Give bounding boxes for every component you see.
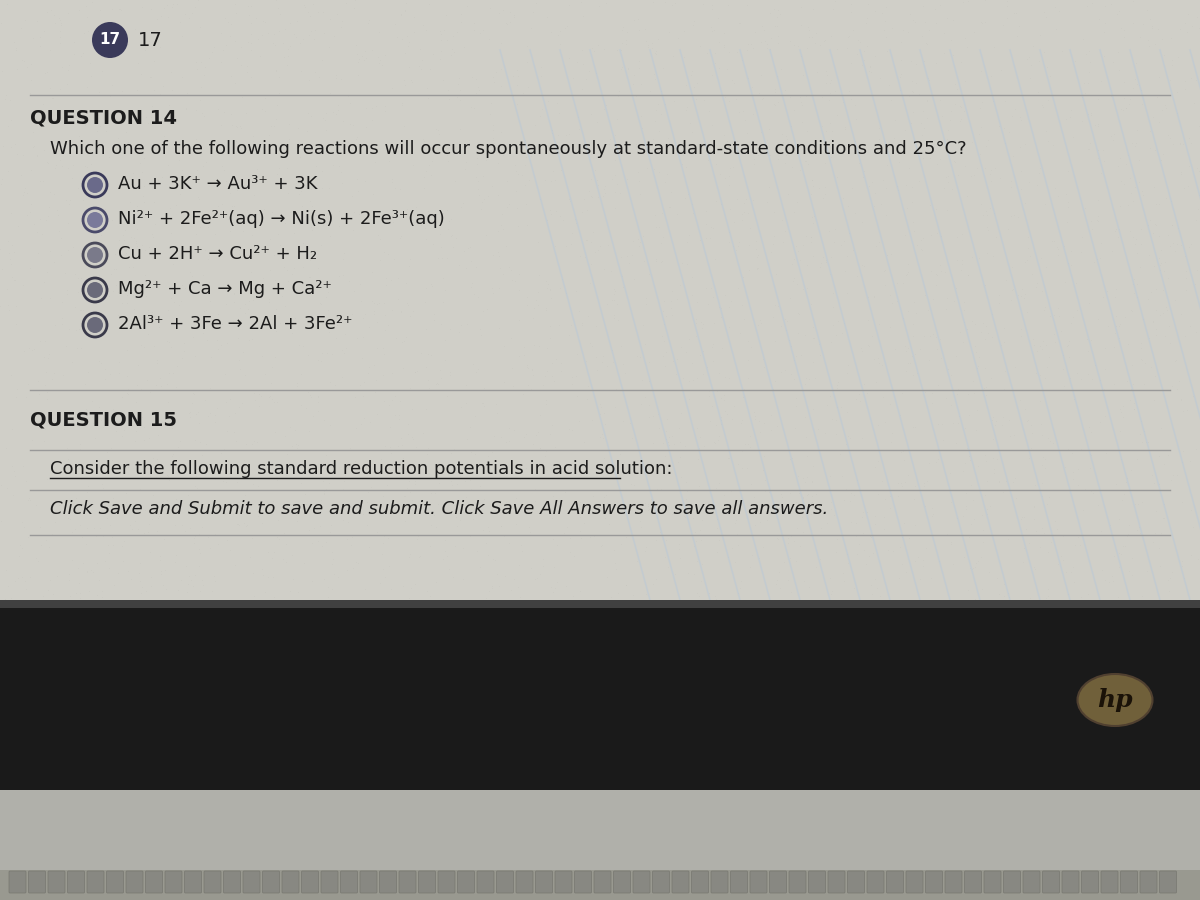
Text: Which one of the following reactions will occur spontaneously at standard-state : Which one of the following reactions wil… [50, 140, 967, 158]
FancyBboxPatch shape [419, 871, 436, 893]
FancyBboxPatch shape [984, 871, 1001, 893]
FancyBboxPatch shape [0, 600, 1200, 790]
FancyBboxPatch shape [223, 871, 240, 893]
FancyBboxPatch shape [398, 871, 416, 893]
FancyBboxPatch shape [653, 871, 670, 893]
FancyBboxPatch shape [0, 600, 1200, 608]
Circle shape [88, 282, 103, 298]
FancyBboxPatch shape [0, 870, 1200, 900]
FancyBboxPatch shape [438, 871, 455, 893]
FancyBboxPatch shape [710, 871, 728, 893]
FancyBboxPatch shape [516, 871, 533, 893]
FancyBboxPatch shape [946, 871, 962, 893]
FancyBboxPatch shape [282, 871, 299, 893]
FancyBboxPatch shape [204, 871, 221, 893]
Text: 2Al³⁺ + 3Fe → 2Al + 3Fe²⁺: 2Al³⁺ + 3Fe → 2Al + 3Fe²⁺ [118, 315, 353, 333]
FancyBboxPatch shape [691, 871, 708, 893]
Text: Mg²⁺ + Ca → Mg + Ca²⁺: Mg²⁺ + Ca → Mg + Ca²⁺ [118, 280, 332, 298]
FancyBboxPatch shape [107, 871, 124, 893]
FancyBboxPatch shape [1102, 871, 1118, 893]
Text: QUESTION 14: QUESTION 14 [30, 108, 178, 127]
FancyBboxPatch shape [1140, 871, 1157, 893]
FancyBboxPatch shape [965, 871, 982, 893]
FancyBboxPatch shape [301, 871, 318, 893]
FancyBboxPatch shape [1003, 871, 1020, 893]
FancyBboxPatch shape [29, 871, 46, 893]
FancyBboxPatch shape [925, 871, 942, 893]
FancyBboxPatch shape [887, 871, 904, 893]
Text: Click Save and Submit to save and submit. Click Save All Answers to save all ans: Click Save and Submit to save and submit… [50, 500, 828, 518]
FancyBboxPatch shape [750, 871, 767, 893]
FancyBboxPatch shape [1159, 871, 1176, 893]
Text: hp: hp [1097, 688, 1133, 712]
FancyBboxPatch shape [828, 871, 845, 893]
FancyBboxPatch shape [809, 871, 826, 893]
Circle shape [88, 177, 103, 193]
FancyBboxPatch shape [866, 871, 884, 893]
Circle shape [92, 22, 128, 58]
FancyBboxPatch shape [185, 871, 202, 893]
FancyBboxPatch shape [1081, 871, 1098, 893]
FancyBboxPatch shape [322, 871, 338, 893]
FancyBboxPatch shape [672, 871, 689, 893]
Ellipse shape [1078, 674, 1152, 726]
FancyBboxPatch shape [145, 871, 162, 893]
Text: Ni²⁺ + 2Fe²⁺(aq) → Ni(s) + 2Fe³⁺(aq): Ni²⁺ + 2Fe²⁺(aq) → Ni(s) + 2Fe³⁺(aq) [118, 210, 445, 228]
FancyBboxPatch shape [457, 871, 474, 893]
Text: Cu + 2H⁺ → Cu²⁺ + H₂: Cu + 2H⁺ → Cu²⁺ + H₂ [118, 245, 317, 263]
FancyBboxPatch shape [535, 871, 552, 893]
FancyBboxPatch shape [0, 790, 1200, 900]
FancyBboxPatch shape [88, 871, 104, 893]
FancyBboxPatch shape [1121, 871, 1138, 893]
FancyBboxPatch shape [906, 871, 923, 893]
Text: 17: 17 [138, 31, 163, 50]
FancyBboxPatch shape [10, 871, 26, 893]
FancyBboxPatch shape [1043, 871, 1060, 893]
Circle shape [88, 212, 103, 228]
FancyBboxPatch shape [0, 0, 1200, 600]
FancyBboxPatch shape [634, 871, 650, 893]
FancyBboxPatch shape [790, 871, 806, 893]
FancyBboxPatch shape [847, 871, 864, 893]
Circle shape [88, 317, 103, 333]
FancyBboxPatch shape [1022, 871, 1040, 893]
FancyBboxPatch shape [497, 871, 514, 893]
FancyBboxPatch shape [731, 871, 748, 893]
FancyBboxPatch shape [594, 871, 611, 893]
FancyBboxPatch shape [67, 871, 84, 893]
FancyBboxPatch shape [478, 871, 494, 893]
Text: Au + 3K⁺ → Au³⁺ + 3K: Au + 3K⁺ → Au³⁺ + 3K [118, 175, 318, 193]
FancyBboxPatch shape [360, 871, 377, 893]
FancyBboxPatch shape [48, 871, 65, 893]
FancyBboxPatch shape [575, 871, 592, 893]
Text: Consider the following standard reduction potentials in acid solution:: Consider the following standard reductio… [50, 460, 672, 478]
FancyBboxPatch shape [613, 871, 630, 893]
FancyBboxPatch shape [126, 871, 143, 893]
FancyBboxPatch shape [166, 871, 182, 893]
FancyBboxPatch shape [263, 871, 280, 893]
FancyBboxPatch shape [769, 871, 786, 893]
FancyBboxPatch shape [341, 871, 358, 893]
FancyBboxPatch shape [242, 871, 260, 893]
FancyBboxPatch shape [379, 871, 396, 893]
Circle shape [88, 247, 103, 263]
FancyBboxPatch shape [1062, 871, 1079, 893]
Text: 17: 17 [100, 32, 120, 48]
FancyBboxPatch shape [554, 871, 572, 893]
Text: QUESTION 15: QUESTION 15 [30, 410, 178, 429]
